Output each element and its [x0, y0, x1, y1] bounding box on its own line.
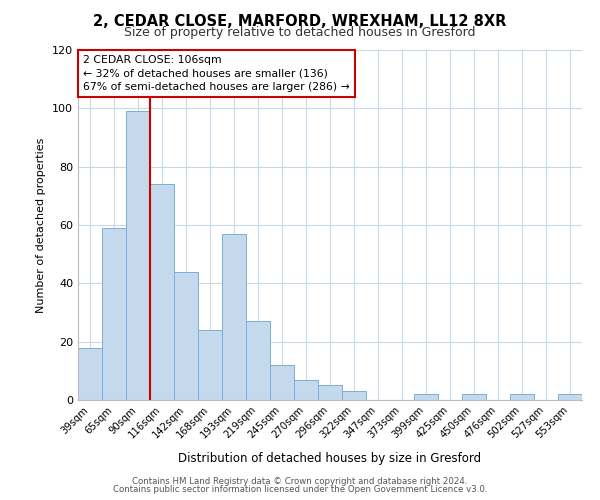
Bar [342, 391, 366, 400]
Bar [150, 184, 174, 400]
Bar [510, 394, 534, 400]
Bar [414, 394, 438, 400]
Bar [126, 112, 150, 400]
Text: Size of property relative to detached houses in Gresford: Size of property relative to detached ho… [124, 26, 476, 39]
Bar [270, 365, 294, 400]
Bar [222, 234, 246, 400]
Text: Contains HM Land Registry data © Crown copyright and database right 2024.: Contains HM Land Registry data © Crown c… [132, 477, 468, 486]
X-axis label: Distribution of detached houses by size in Gresford: Distribution of detached houses by size … [178, 452, 482, 464]
Bar [198, 330, 222, 400]
Text: 2 CEDAR CLOSE: 106sqm
← 32% of detached houses are smaller (136)
67% of semi-det: 2 CEDAR CLOSE: 106sqm ← 32% of detached … [83, 56, 350, 92]
Bar [558, 394, 582, 400]
Bar [246, 322, 270, 400]
Y-axis label: Number of detached properties: Number of detached properties [37, 138, 46, 312]
Bar [102, 228, 126, 400]
Bar [318, 386, 342, 400]
Bar [294, 380, 318, 400]
Text: Contains public sector information licensed under the Open Government Licence v3: Contains public sector information licen… [113, 484, 487, 494]
Bar [174, 272, 198, 400]
Bar [78, 348, 102, 400]
Bar [462, 394, 486, 400]
Text: 2, CEDAR CLOSE, MARFORD, WREXHAM, LL12 8XR: 2, CEDAR CLOSE, MARFORD, WREXHAM, LL12 8… [94, 14, 506, 29]
